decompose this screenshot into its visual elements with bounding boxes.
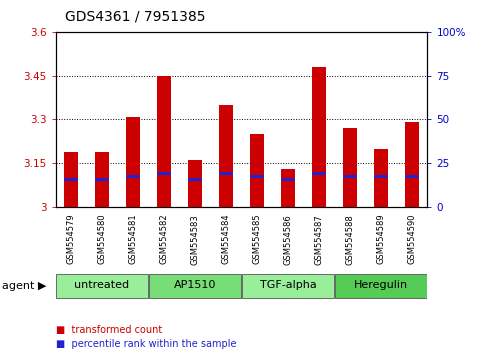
Bar bbox=[281, 169, 295, 207]
Bar bbox=[374, 149, 388, 207]
Text: GSM554587: GSM554587 bbox=[314, 214, 324, 264]
Bar bbox=[374, 175, 388, 178]
Bar bbox=[157, 172, 171, 175]
Bar bbox=[312, 67, 326, 207]
Bar bbox=[250, 134, 264, 207]
Text: AP1510: AP1510 bbox=[174, 280, 216, 290]
Bar bbox=[157, 76, 171, 207]
Bar bbox=[126, 175, 140, 178]
Bar bbox=[219, 105, 233, 207]
Bar bbox=[343, 128, 357, 207]
Bar bbox=[57, 274, 148, 298]
Text: GSM554586: GSM554586 bbox=[284, 214, 293, 264]
Bar bbox=[343, 175, 357, 178]
Text: GSM554582: GSM554582 bbox=[159, 214, 169, 264]
Bar bbox=[64, 152, 78, 207]
Text: ■  percentile rank within the sample: ■ percentile rank within the sample bbox=[56, 339, 236, 349]
Text: GSM554584: GSM554584 bbox=[222, 214, 230, 264]
Text: agent ▶: agent ▶ bbox=[2, 281, 47, 291]
Text: untreated: untreated bbox=[74, 280, 129, 290]
Text: TGF-alpha: TGF-alpha bbox=[260, 280, 316, 290]
Bar bbox=[281, 178, 295, 181]
Text: GSM554589: GSM554589 bbox=[376, 214, 385, 264]
Bar bbox=[95, 152, 109, 207]
Text: GSM554583: GSM554583 bbox=[190, 214, 199, 264]
Text: GSM554581: GSM554581 bbox=[128, 214, 138, 264]
Text: GSM554579: GSM554579 bbox=[67, 214, 75, 264]
Bar bbox=[219, 172, 233, 175]
Text: Heregulin: Heregulin bbox=[354, 280, 408, 290]
Bar bbox=[95, 178, 109, 181]
Bar bbox=[126, 116, 140, 207]
Bar bbox=[335, 274, 426, 298]
Text: GSM554585: GSM554585 bbox=[253, 214, 261, 264]
Bar bbox=[405, 175, 419, 178]
Text: GDS4361 / 7951385: GDS4361 / 7951385 bbox=[65, 9, 206, 23]
Text: GSM554588: GSM554588 bbox=[345, 214, 355, 264]
Bar bbox=[405, 122, 419, 207]
Bar bbox=[188, 160, 202, 207]
Bar bbox=[188, 178, 202, 181]
Text: ■  transformed count: ■ transformed count bbox=[56, 325, 162, 335]
Text: GSM554580: GSM554580 bbox=[98, 214, 107, 264]
Bar bbox=[149, 274, 241, 298]
Bar bbox=[312, 172, 326, 175]
Bar bbox=[64, 178, 78, 181]
Text: GSM554590: GSM554590 bbox=[408, 214, 416, 264]
Bar bbox=[250, 175, 264, 178]
Bar bbox=[242, 274, 334, 298]
